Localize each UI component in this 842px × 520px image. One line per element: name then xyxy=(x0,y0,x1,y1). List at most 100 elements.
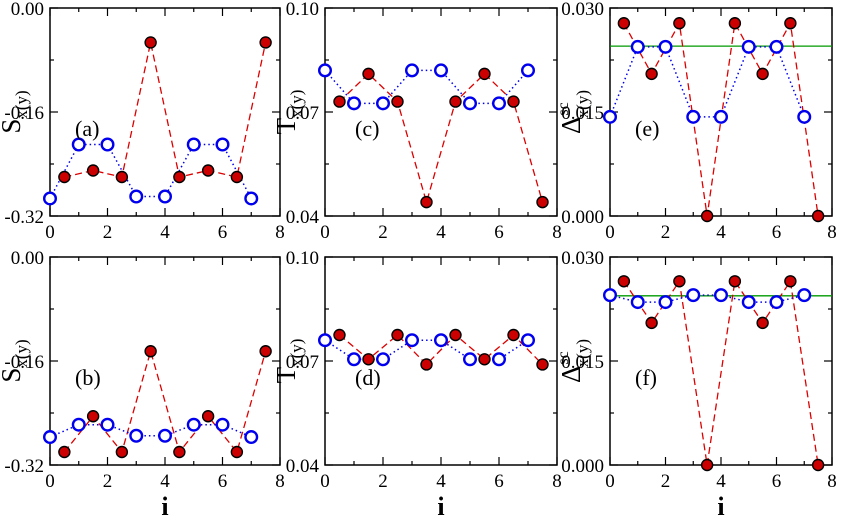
data-point-y xyxy=(797,109,812,124)
x-tick-label: 2 xyxy=(103,222,113,243)
data-point-x xyxy=(478,353,491,366)
x-tick-label: 8 xyxy=(552,471,562,492)
x-tick-label: 4 xyxy=(160,222,170,243)
y-tick-label: -0.32 xyxy=(4,207,44,228)
data-point-y xyxy=(215,417,230,432)
x-tick-label: 2 xyxy=(103,471,113,492)
series-line-y xyxy=(49,143,252,199)
data-point-x xyxy=(58,445,71,459)
panel-label: (c) xyxy=(355,116,379,141)
data-point-x xyxy=(700,458,714,472)
data-point-y xyxy=(129,428,144,443)
series-line-y xyxy=(324,69,529,105)
data-point-y xyxy=(71,137,86,152)
x-tick-label: 4 xyxy=(436,222,446,243)
data-point-y xyxy=(100,137,115,152)
data-point-y xyxy=(71,417,86,432)
y-tick-label: 0.030 xyxy=(561,0,604,20)
data-point-x xyxy=(617,17,631,30)
x-tick-label: 6 xyxy=(772,471,782,492)
x-tick-label: 4 xyxy=(436,471,446,492)
data-point-x xyxy=(173,170,186,184)
data-point-x xyxy=(756,316,769,330)
x-tick-label: 8 xyxy=(827,222,837,243)
y-axis-label: Sx(y) xyxy=(0,339,31,382)
x-tick-label: 4 xyxy=(716,222,726,243)
data-point-x xyxy=(333,95,346,108)
x-tick-label: 6 xyxy=(218,222,228,243)
data-point-x xyxy=(86,410,100,423)
x-tick-label: 0 xyxy=(45,471,55,492)
x-tick-label: 8 xyxy=(552,222,562,243)
y-tick-label: 0.10 xyxy=(286,248,319,269)
y-tick-label: 0.10 xyxy=(286,0,319,20)
data-point-y xyxy=(492,96,507,111)
data-point-x xyxy=(201,410,215,423)
y-tick-label: 0.015 xyxy=(561,352,604,373)
data-point-y xyxy=(186,417,201,432)
panel-label: (f) xyxy=(635,365,657,390)
data-point-x xyxy=(673,275,686,288)
data-point-y xyxy=(769,39,784,54)
data-point-y xyxy=(797,288,812,303)
data-point-x xyxy=(230,170,244,184)
data-point-y xyxy=(376,96,391,111)
data-point-y xyxy=(318,333,333,348)
y-tick-label: -0.16 xyxy=(4,352,44,373)
data-point-x xyxy=(391,95,404,108)
x-tick-label: 8 xyxy=(275,222,285,243)
y-tick-label: 0.04 xyxy=(286,207,320,228)
x-tick-label: 6 xyxy=(494,471,504,492)
y-tick-label: 0.00 xyxy=(11,248,44,269)
data-point-x xyxy=(645,316,658,330)
data-point-x xyxy=(420,358,433,371)
panel-a: 0 2 4 6 8 -0.32 -0.16 0.00 Sx(y) (a) xyxy=(0,0,285,243)
data-point-y xyxy=(157,189,172,204)
series-line-x xyxy=(623,279,819,466)
data-point-x xyxy=(449,328,462,342)
data-point-y xyxy=(714,288,729,303)
data-point-y xyxy=(244,430,259,445)
y-tick-label: 0.07 xyxy=(286,352,319,373)
data-point-x xyxy=(259,36,272,49)
y-tick-label: 0.000 xyxy=(561,456,604,477)
y-tick-label: 0.07 xyxy=(286,103,319,124)
data-point-x xyxy=(728,275,742,288)
data-point-y xyxy=(686,109,701,124)
data-point-y xyxy=(463,352,478,367)
data-point-y xyxy=(347,96,362,111)
data-point-y xyxy=(434,63,449,78)
data-point-x xyxy=(811,209,825,223)
data-point-x xyxy=(507,328,520,342)
data-point-y xyxy=(215,137,230,152)
data-point-x xyxy=(58,170,71,184)
data-point-x xyxy=(115,170,129,184)
data-point-x xyxy=(201,164,215,177)
x-tick-label: 0 xyxy=(605,222,615,243)
data-point-y xyxy=(714,109,729,124)
data-point-y xyxy=(521,63,536,78)
x-tick-label: 0 xyxy=(320,471,330,492)
data-point-x xyxy=(536,358,549,371)
x-tick-label: 6 xyxy=(772,222,782,243)
x-tick-label: 2 xyxy=(661,222,671,243)
data-point-x xyxy=(420,195,433,209)
data-point-x xyxy=(811,458,825,472)
data-point-x xyxy=(144,345,157,358)
data-point-y xyxy=(376,352,391,367)
panel-label: (e) xyxy=(635,116,659,141)
data-point-x xyxy=(617,275,631,288)
data-point-x xyxy=(645,67,658,81)
x-tick-label: 4 xyxy=(160,471,170,492)
panel-label: (b) xyxy=(75,365,101,390)
x-tick-label: 8 xyxy=(827,471,837,492)
series-line-x xyxy=(64,42,267,178)
data-point-x xyxy=(144,36,157,49)
data-point-x xyxy=(173,445,186,459)
data-point-x xyxy=(478,67,491,81)
series-line-x xyxy=(339,334,543,366)
x-tick-label: 2 xyxy=(378,222,388,243)
data-point-x xyxy=(728,17,742,30)
